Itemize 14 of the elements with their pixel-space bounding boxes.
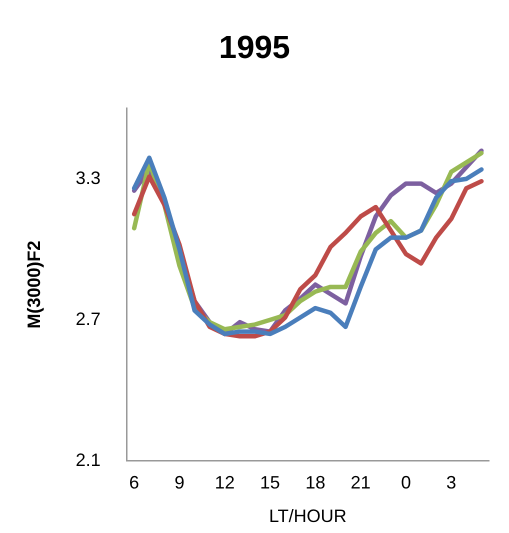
y-axis-title: M(3000)F2 bbox=[24, 240, 44, 329]
x-tick-label: 6 bbox=[129, 472, 140, 493]
y-tick-label: 3.3 bbox=[76, 168, 101, 188]
x-tick-label: 18 bbox=[305, 472, 326, 493]
chart-title: 1995 bbox=[218, 29, 290, 66]
x-tick-label: 9 bbox=[174, 472, 184, 493]
x-tick-label: 15 bbox=[260, 472, 280, 493]
x-axis-title: LT/HOUR bbox=[268, 506, 347, 526]
y-tick-label: 2.1 bbox=[76, 450, 101, 470]
x-tick-label: 21 bbox=[350, 472, 371, 493]
x-tick-label: 0 bbox=[400, 472, 411, 493]
x-tick-label: 12 bbox=[214, 472, 235, 493]
x-tick-label: 3 bbox=[446, 472, 456, 493]
y-tick-label: 2.7 bbox=[76, 308, 101, 329]
